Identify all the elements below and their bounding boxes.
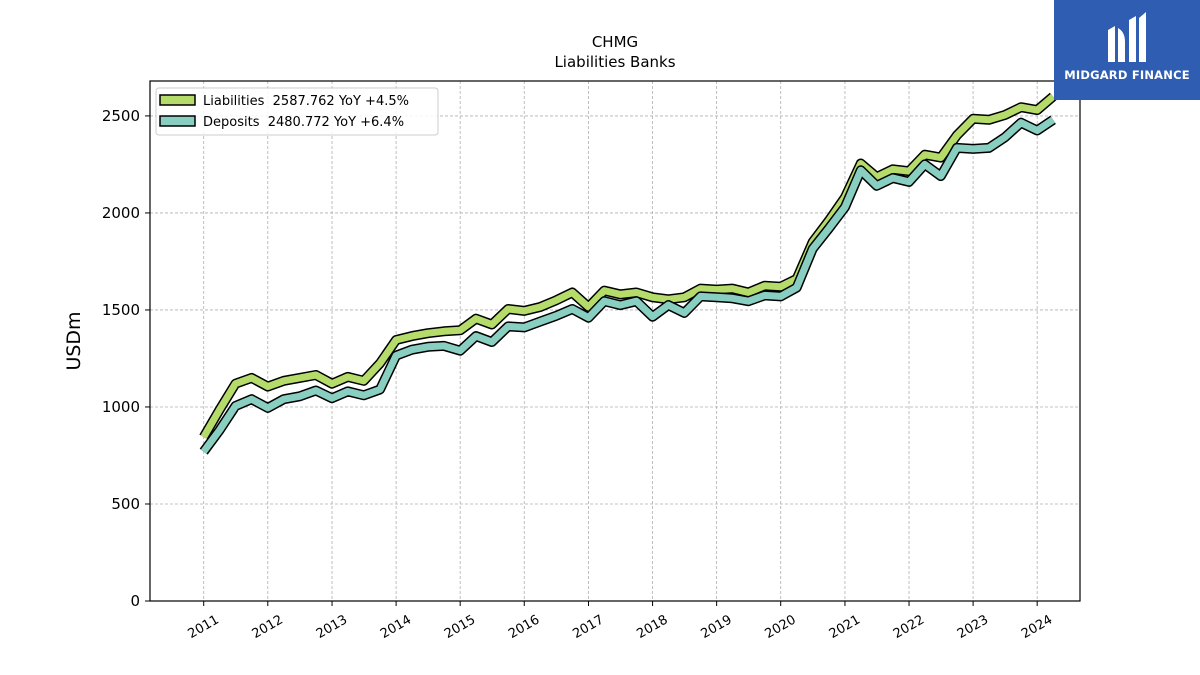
y-tick-label: 1500 (102, 301, 140, 319)
x-tick-label: 2014 (378, 612, 414, 642)
chart-subtitle: Liabilities Banks (554, 53, 675, 71)
legend-label-deposits: Deposits 2480.772 YoY +6.4% (203, 115, 404, 130)
y-tick-label: 2500 (102, 107, 140, 125)
x-axis: 2011 2012 2013 2014 2015 2016 2017 2018 2019 2020… (186, 601, 1055, 642)
y-tick-label: 0 (130, 592, 140, 610)
x-tick-label: 2021 (827, 612, 863, 642)
series-line-deposits (200, 116, 1056, 454)
legend-swatch-liabilities (159, 94, 196, 106)
legend-label-liabilities: Liabilities 2587.762 YoY +4.5% (203, 94, 409, 109)
legend-box (155, 87, 439, 136)
x-tick-label: 2022 (891, 612, 927, 642)
series-line-liabilities (200, 93, 1056, 439)
x-tick-label: 2017 (570, 612, 606, 642)
x-tick-label: 2019 (698, 612, 734, 642)
x-tick-label: 2015 (442, 612, 478, 642)
x-tick-label: 2023 (955, 612, 991, 642)
y-tick-label: 1000 (102, 398, 140, 416)
brand-logo: MIDGARD FINANCE (1054, 0, 1200, 100)
y-axis-label: USDm (63, 311, 85, 370)
y-tick-label: 500 (111, 495, 140, 513)
x-tick-label: 2013 (314, 612, 350, 642)
series-outline-deposits (199, 115, 1056, 455)
x-tick-label: 2024 (1019, 612, 1055, 642)
logo-text: MIDGARD FINANCE (1064, 68, 1190, 82)
x-tick-label: 2011 (186, 612, 222, 642)
legend-swatch-deposits (159, 115, 196, 127)
series-lines (199, 92, 1057, 455)
midgard-logo-icon (1108, 12, 1146, 62)
x-tick-label: 2018 (634, 612, 670, 642)
legend: Liabilities 2587.762 YoY +4.5% Deposits 2… (155, 87, 439, 136)
x-tick-label: 2012 (250, 612, 286, 642)
chart-title: CHMG (592, 33, 638, 51)
y-axis: 0 500 1000 1500 2000 2500 (102, 107, 150, 610)
x-tick-label: 2016 (506, 612, 542, 642)
y-tick-label: 2000 (102, 204, 140, 222)
plot-frame (149, 80, 1081, 602)
x-tick-label: 2020 (763, 612, 799, 642)
